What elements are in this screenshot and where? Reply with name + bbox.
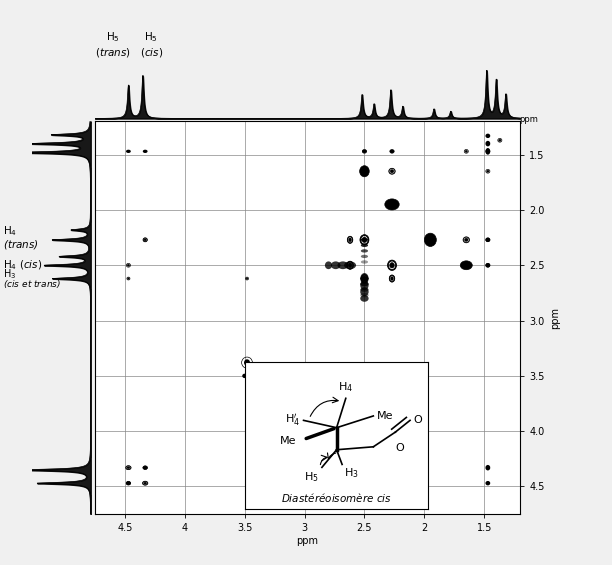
Ellipse shape xyxy=(485,134,490,138)
Ellipse shape xyxy=(465,238,468,241)
Ellipse shape xyxy=(390,202,394,207)
Ellipse shape xyxy=(242,373,247,378)
Ellipse shape xyxy=(424,233,436,246)
Ellipse shape xyxy=(363,170,366,173)
Ellipse shape xyxy=(460,261,472,270)
Ellipse shape xyxy=(244,359,250,366)
Ellipse shape xyxy=(348,263,352,267)
Ellipse shape xyxy=(144,482,147,484)
Ellipse shape xyxy=(485,148,490,155)
Text: H$_3$: H$_3$ xyxy=(3,267,17,281)
Text: H$_4'$: H$_4'$ xyxy=(285,412,300,428)
Ellipse shape xyxy=(143,150,147,153)
Ellipse shape xyxy=(465,264,468,267)
Ellipse shape xyxy=(126,481,131,485)
Ellipse shape xyxy=(361,244,368,247)
Text: H$_3$: H$_3$ xyxy=(344,466,359,480)
Ellipse shape xyxy=(361,238,368,241)
Ellipse shape xyxy=(360,288,368,296)
Text: ppm: ppm xyxy=(519,115,538,124)
Ellipse shape xyxy=(127,264,130,266)
Ellipse shape xyxy=(344,262,356,269)
Ellipse shape xyxy=(349,373,351,375)
Ellipse shape xyxy=(349,483,351,484)
Ellipse shape xyxy=(360,293,368,297)
Ellipse shape xyxy=(144,467,146,469)
Ellipse shape xyxy=(360,295,368,302)
Ellipse shape xyxy=(337,262,348,269)
Text: O: O xyxy=(414,415,422,425)
Ellipse shape xyxy=(363,276,366,281)
Ellipse shape xyxy=(325,262,332,269)
Ellipse shape xyxy=(126,150,131,153)
Ellipse shape xyxy=(390,263,394,268)
Ellipse shape xyxy=(364,482,365,484)
Ellipse shape xyxy=(385,199,399,210)
Ellipse shape xyxy=(485,141,490,146)
Ellipse shape xyxy=(390,170,394,173)
Text: H$_4$ ($cis$): H$_4$ ($cis$) xyxy=(3,258,42,272)
Ellipse shape xyxy=(360,273,368,284)
Ellipse shape xyxy=(144,239,146,241)
Ellipse shape xyxy=(487,170,489,172)
Ellipse shape xyxy=(390,277,394,280)
Ellipse shape xyxy=(428,238,432,242)
Text: H$_4$: H$_4$ xyxy=(3,224,17,238)
Ellipse shape xyxy=(487,264,489,266)
Ellipse shape xyxy=(361,260,368,264)
Ellipse shape xyxy=(360,288,368,292)
Text: Me: Me xyxy=(280,436,296,446)
Ellipse shape xyxy=(360,276,368,281)
Text: Diastéréoisomère $cis$: Diastéréoisomère $cis$ xyxy=(281,491,392,504)
Ellipse shape xyxy=(465,150,468,153)
Ellipse shape xyxy=(485,238,490,242)
Text: O: O xyxy=(395,444,404,453)
Ellipse shape xyxy=(487,150,489,153)
Ellipse shape xyxy=(362,150,367,153)
Ellipse shape xyxy=(391,150,393,153)
Ellipse shape xyxy=(390,150,394,153)
Ellipse shape xyxy=(246,373,248,375)
X-axis label: ppm: ppm xyxy=(297,536,318,546)
Ellipse shape xyxy=(127,278,129,279)
Ellipse shape xyxy=(360,282,368,286)
Y-axis label: ppm: ppm xyxy=(550,307,560,329)
Ellipse shape xyxy=(487,239,489,241)
Text: H$_4$: H$_4$ xyxy=(338,380,353,394)
Ellipse shape xyxy=(364,150,365,153)
Ellipse shape xyxy=(361,249,368,253)
Ellipse shape xyxy=(349,238,351,242)
Ellipse shape xyxy=(485,481,490,485)
Ellipse shape xyxy=(485,465,490,471)
Ellipse shape xyxy=(485,263,490,267)
Ellipse shape xyxy=(362,237,367,242)
Ellipse shape xyxy=(360,166,369,177)
Ellipse shape xyxy=(360,280,368,290)
Ellipse shape xyxy=(127,483,129,484)
Ellipse shape xyxy=(361,255,368,258)
Ellipse shape xyxy=(143,466,147,470)
Text: H$_5$
($trans$): H$_5$ ($trans$) xyxy=(95,31,131,59)
Ellipse shape xyxy=(499,139,501,141)
Text: Me: Me xyxy=(377,411,394,421)
Text: H$_5$
($cis$): H$_5$ ($cis$) xyxy=(140,31,163,59)
Text: ($trans$): ($trans$) xyxy=(3,238,39,251)
Ellipse shape xyxy=(391,467,393,469)
Ellipse shape xyxy=(127,482,130,484)
Text: H$_5$: H$_5$ xyxy=(304,470,318,484)
Ellipse shape xyxy=(246,278,248,279)
Text: ($cis$ et $trans$): ($cis$ et $trans$) xyxy=(3,278,61,290)
Ellipse shape xyxy=(331,262,340,269)
Ellipse shape xyxy=(127,467,130,469)
